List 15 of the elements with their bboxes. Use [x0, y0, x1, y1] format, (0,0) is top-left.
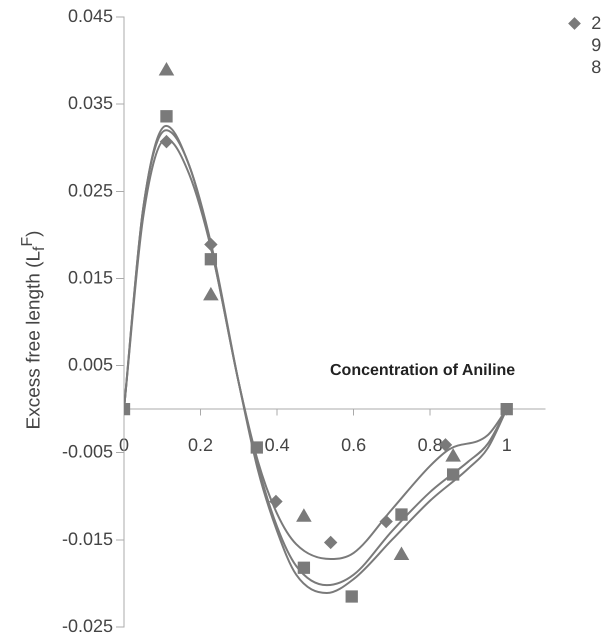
y-tick-label: 0.035: [68, 93, 113, 114]
y-tick-label: -0.025: [62, 616, 113, 636]
y-tick-label: -0.015: [62, 528, 113, 549]
y-tick-label: 0.015: [68, 267, 113, 288]
x-tick-label: 1: [502, 434, 512, 455]
x-tick-label: 0.8: [418, 434, 443, 455]
y-tick-label: 0.005: [68, 354, 113, 375]
y-tick-label: 0.045: [68, 6, 113, 26]
y-tick-label: 0.025: [68, 180, 113, 200]
y-tick-label: -0.005: [62, 442, 113, 462]
x-tick-label: 0.4: [264, 434, 290, 455]
x-tick-label: 0.2: [188, 434, 214, 455]
legend-label: 298: [591, 12, 602, 78]
x-tick-label: 0.6: [341, 434, 366, 455]
x-axis-title: Concentration of Aniline: [330, 362, 516, 380]
